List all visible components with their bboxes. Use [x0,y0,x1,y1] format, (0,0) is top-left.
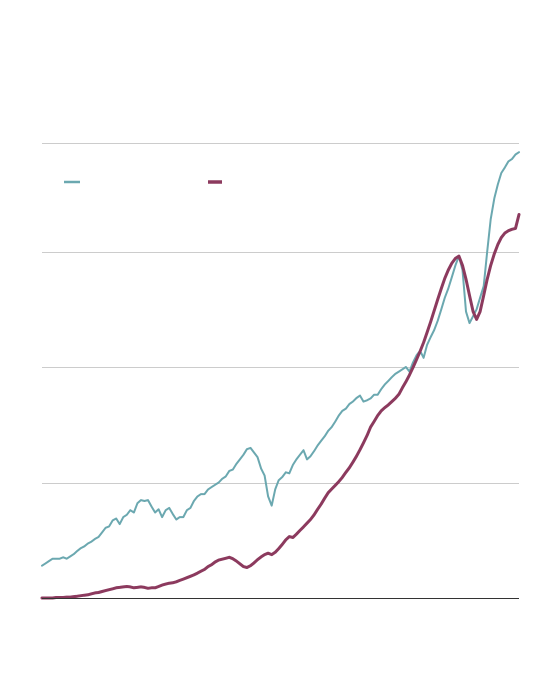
series-line-1 [41,151,520,567]
gridlines [42,143,519,484]
series-line-2 [40,213,521,600]
series-group [40,151,521,600]
